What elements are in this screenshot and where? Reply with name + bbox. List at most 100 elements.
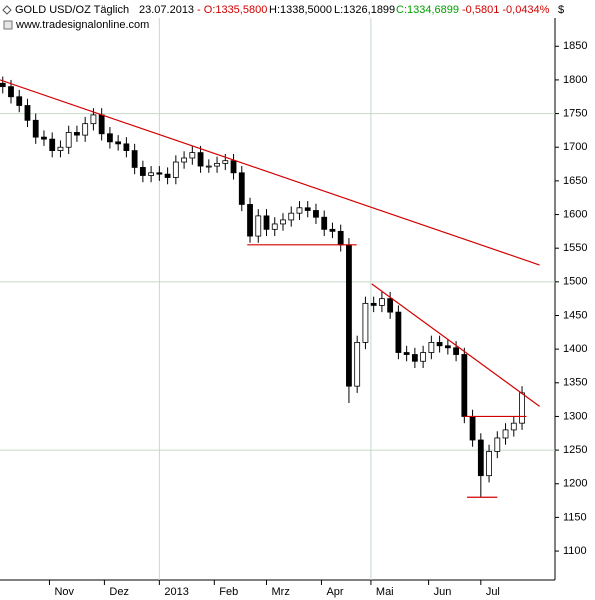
candle-body	[346, 244, 352, 387]
candle-body	[197, 152, 204, 167]
y-tick-label: 1300	[563, 410, 587, 422]
candle-body	[238, 172, 245, 205]
header-date: 23.07.2013	[139, 4, 194, 16]
y-tick-label: 1850	[563, 40, 587, 52]
candle-body	[222, 160, 229, 164]
candle-body	[41, 136, 47, 140]
trendline	[371, 283, 540, 407]
candle-body	[131, 150, 138, 168]
candle-body	[164, 173, 171, 178]
candle-body	[8, 86, 14, 98]
y-tick-label: 1400	[563, 343, 587, 355]
candle-body	[90, 114, 97, 125]
candle-body	[313, 210, 319, 218]
y-tick-label: 1150	[563, 511, 587, 523]
y-tick-label: 1800	[563, 74, 587, 86]
candle-body	[296, 207, 303, 214]
candle-body	[115, 141, 122, 145]
candle-body	[510, 422, 517, 431]
candle-body	[123, 143, 130, 151]
y-tick-label: 1550	[563, 242, 587, 254]
x-tick-label: Jun	[434, 586, 452, 598]
symbol-icon	[2, 5, 12, 15]
candle-body	[74, 132, 80, 136]
candle-body	[461, 354, 468, 417]
header-symbol: GOLD USD/OZ Täglich	[15, 4, 129, 16]
candle-body	[379, 298, 385, 306]
candle-body	[255, 215, 262, 237]
candle-body	[411, 354, 418, 362]
source: www.tradesignalonline.com	[15, 19, 149, 31]
candle-body	[172, 161, 179, 178]
candle-body	[65, 132, 72, 148]
candle-body	[403, 352, 410, 355]
candle-body	[247, 204, 253, 237]
candle-body	[387, 298, 394, 313]
candle-body	[428, 342, 435, 353]
y-tick-label: 1600	[563, 208, 587, 220]
candle-body	[502, 429, 509, 439]
y-tick-label: 1450	[563, 309, 587, 321]
candle-body	[156, 172, 163, 175]
header-high: H:1338,5000	[269, 4, 332, 16]
candle-body	[494, 437, 501, 452]
candle-body	[107, 133, 113, 143]
y-tick-label: 1200	[563, 478, 587, 490]
candle-body	[519, 392, 525, 424]
x-tick-label: Jul	[486, 586, 500, 598]
candle-body	[420, 352, 427, 362]
candle-body	[181, 157, 187, 163]
header-low: L:1326,1899	[334, 4, 395, 16]
candle-body	[32, 119, 39, 138]
candle-body	[444, 345, 451, 349]
candle-body	[280, 219, 286, 225]
y-tick-label: 1750	[563, 107, 587, 119]
header-change: -0,5801 -0,0434%	[462, 4, 550, 16]
candle-body	[16, 96, 23, 106]
candle-body	[288, 212, 295, 221]
candle-body	[24, 105, 31, 121]
candle-body	[271, 223, 278, 230]
x-tick-label: Apr	[326, 586, 343, 598]
candle-body	[436, 342, 443, 347]
header-open: - O:1335,5800	[197, 4, 267, 16]
candle-body	[337, 230, 344, 246]
candle-body	[395, 311, 402, 353]
x-tick-label: Nov	[54, 586, 74, 598]
candle-body	[214, 162, 220, 167]
candle-body	[57, 146, 64, 151]
candle-body	[321, 216, 328, 230]
candle-body	[148, 172, 155, 176]
y-tick-label: 1650	[563, 175, 587, 187]
candle-body	[139, 167, 146, 176]
y-tick-label: 1100	[563, 545, 587, 557]
x-tick-label: Feb	[219, 586, 238, 598]
candle-body	[453, 347, 459, 355]
y-unit: $	[558, 4, 564, 16]
candle-body	[486, 451, 492, 477]
candle-body	[329, 228, 336, 232]
x-tick-label: Mrz	[272, 586, 290, 598]
x-tick-label: Mai	[376, 586, 394, 598]
y-tick-label: 1700	[563, 141, 587, 153]
candle-body	[82, 123, 89, 136]
candle-body	[230, 160, 237, 174]
candle-body	[354, 342, 361, 387]
candle-body	[304, 207, 311, 211]
candle-body	[263, 215, 270, 230]
trendline	[0, 79, 540, 266]
candle-body	[477, 439, 484, 477]
y-tick-label: 1500	[563, 276, 587, 288]
source-icon	[3, 20, 13, 30]
candle-body	[0, 82, 6, 88]
x-tick-label: 2013	[164, 586, 188, 598]
candle-body	[98, 114, 105, 135]
x-tick-label: Dez	[109, 586, 129, 598]
candle-body	[49, 138, 56, 151]
candle-body	[189, 152, 196, 159]
candle-body	[205, 165, 212, 168]
candle-body	[370, 302, 377, 306]
y-tick-label: 1350	[563, 377, 587, 389]
y-tick-label: 1250	[563, 444, 587, 456]
